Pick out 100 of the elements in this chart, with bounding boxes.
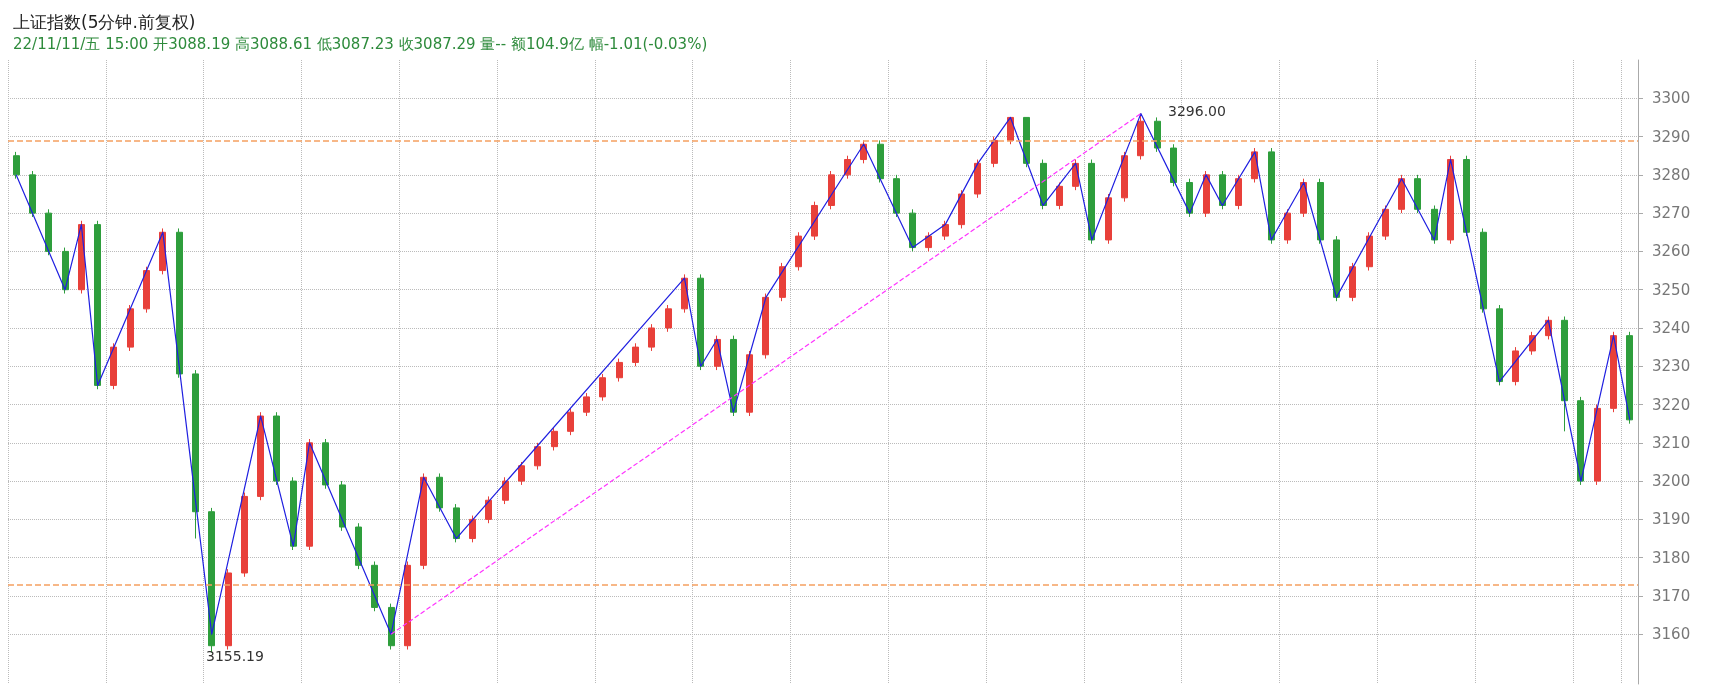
candlestick bbox=[991, 136, 998, 168]
candlestick bbox=[1610, 331, 1617, 413]
candlestick bbox=[1561, 315, 1568, 432]
candlestick bbox=[1154, 116, 1161, 153]
chart-title: 上证指数(5分钟.前复权) bbox=[13, 11, 196, 32]
candlestick bbox=[1219, 170, 1226, 210]
y-tick-label: 3240 bbox=[1652, 318, 1691, 337]
candlestick bbox=[94, 220, 101, 390]
candlestick bbox=[730, 335, 737, 417]
candlestick bbox=[306, 438, 313, 551]
candlestick bbox=[958, 189, 965, 229]
candlestick bbox=[893, 174, 900, 218]
candlestick bbox=[1626, 331, 1633, 425]
candlestick bbox=[1333, 235, 1340, 302]
candlestick bbox=[45, 208, 52, 256]
candlestick bbox=[1137, 113, 1144, 161]
candlestick bbox=[29, 170, 36, 218]
candlestick bbox=[469, 515, 476, 543]
candlestick bbox=[925, 231, 932, 252]
candlestick bbox=[290, 476, 297, 551]
annotation: 3155.19 bbox=[206, 648, 264, 664]
candlestick bbox=[1366, 231, 1373, 272]
candlestick bbox=[1480, 227, 1487, 314]
candlestick bbox=[404, 561, 411, 651]
candlestick bbox=[1121, 151, 1128, 203]
candlestick bbox=[241, 492, 248, 578]
candlestick bbox=[127, 304, 134, 352]
candlestick bbox=[746, 350, 753, 417]
candlestick bbox=[567, 407, 574, 436]
candlestick bbox=[1235, 174, 1242, 210]
candlestick bbox=[762, 293, 769, 360]
y-tick-label: 3210 bbox=[1652, 433, 1691, 452]
candlestick bbox=[1349, 262, 1356, 302]
y-tick-label: 3290 bbox=[1652, 127, 1691, 146]
candlestick bbox=[795, 231, 802, 272]
y-tick-label: 3170 bbox=[1652, 586, 1691, 605]
candlestick bbox=[1414, 174, 1421, 214]
y-tick-label: 3180 bbox=[1652, 548, 1691, 567]
candlestick bbox=[942, 220, 949, 241]
candlestick bbox=[225, 568, 232, 651]
y-tick-label: 3270 bbox=[1652, 204, 1691, 223]
candlestick bbox=[355, 522, 362, 570]
candlestick bbox=[974, 159, 981, 199]
candlestick bbox=[877, 139, 884, 183]
candlestick bbox=[110, 342, 117, 390]
candlestick bbox=[1105, 193, 1112, 245]
candlestick bbox=[176, 227, 183, 379]
candlestick bbox=[534, 442, 541, 471]
candlestick bbox=[339, 480, 346, 532]
candlestick bbox=[1023, 116, 1030, 168]
candlestick bbox=[1170, 143, 1177, 187]
y-tick-label: 3280 bbox=[1652, 165, 1691, 184]
candlestick bbox=[143, 266, 150, 314]
candlestick bbox=[551, 427, 558, 451]
y-tick-label: 3250 bbox=[1652, 280, 1691, 299]
candlestick bbox=[485, 495, 492, 524]
annotation: 3296.00 bbox=[1168, 103, 1226, 119]
candlestick bbox=[518, 461, 525, 486]
candlestick bbox=[502, 476, 509, 505]
candlestick bbox=[632, 342, 639, 367]
candlestick bbox=[1284, 208, 1291, 245]
candlestick bbox=[1463, 155, 1470, 237]
candlestick bbox=[1382, 204, 1389, 241]
candlestick bbox=[1398, 174, 1405, 214]
candlestick bbox=[192, 369, 199, 540]
y-tick-label: 3260 bbox=[1652, 242, 1691, 261]
candlestick bbox=[1040, 159, 1047, 210]
y-tick-label: 3160 bbox=[1652, 625, 1691, 644]
candlestick bbox=[909, 208, 916, 252]
y-tick-label: 3300 bbox=[1652, 89, 1691, 108]
y-tick-label: 3200 bbox=[1652, 472, 1691, 491]
candlestick bbox=[1268, 147, 1275, 245]
candlestick bbox=[599, 373, 606, 402]
candlestick bbox=[1088, 159, 1095, 245]
candlestick bbox=[322, 438, 329, 490]
candlestick bbox=[1317, 178, 1324, 245]
candlestick bbox=[616, 358, 623, 383]
candlestick bbox=[273, 411, 280, 486]
candlestick bbox=[1577, 396, 1584, 486]
candlestick bbox=[811, 201, 818, 241]
candlestick bbox=[257, 411, 264, 501]
candlestick bbox=[583, 392, 590, 417]
candlestick bbox=[420, 472, 427, 570]
y-tick-label: 3190 bbox=[1652, 510, 1691, 529]
chart-subtitle: 22/11/11/五 15:00 开3088.19 高3088.61 低3087.23 收3087.29 量-- 额104.9亿 幅-1.01(-0.03%) bbox=[13, 34, 708, 53]
candlestick bbox=[1512, 346, 1519, 386]
candlestick bbox=[665, 304, 672, 333]
candlestick bbox=[779, 262, 786, 302]
candlestick bbox=[1186, 178, 1193, 218]
candlestick bbox=[648, 323, 655, 352]
candlestick bbox=[1496, 304, 1503, 386]
candlestick bbox=[697, 273, 704, 371]
y-tick-label: 3220 bbox=[1652, 395, 1691, 414]
candlestick bbox=[828, 170, 835, 210]
y-tick-label: 3230 bbox=[1652, 357, 1691, 376]
candlestick bbox=[13, 151, 20, 180]
candlestick bbox=[1203, 170, 1210, 218]
candlestick bbox=[436, 472, 443, 513]
candlestick bbox=[1056, 182, 1063, 210]
candlestick bbox=[1594, 404, 1601, 486]
